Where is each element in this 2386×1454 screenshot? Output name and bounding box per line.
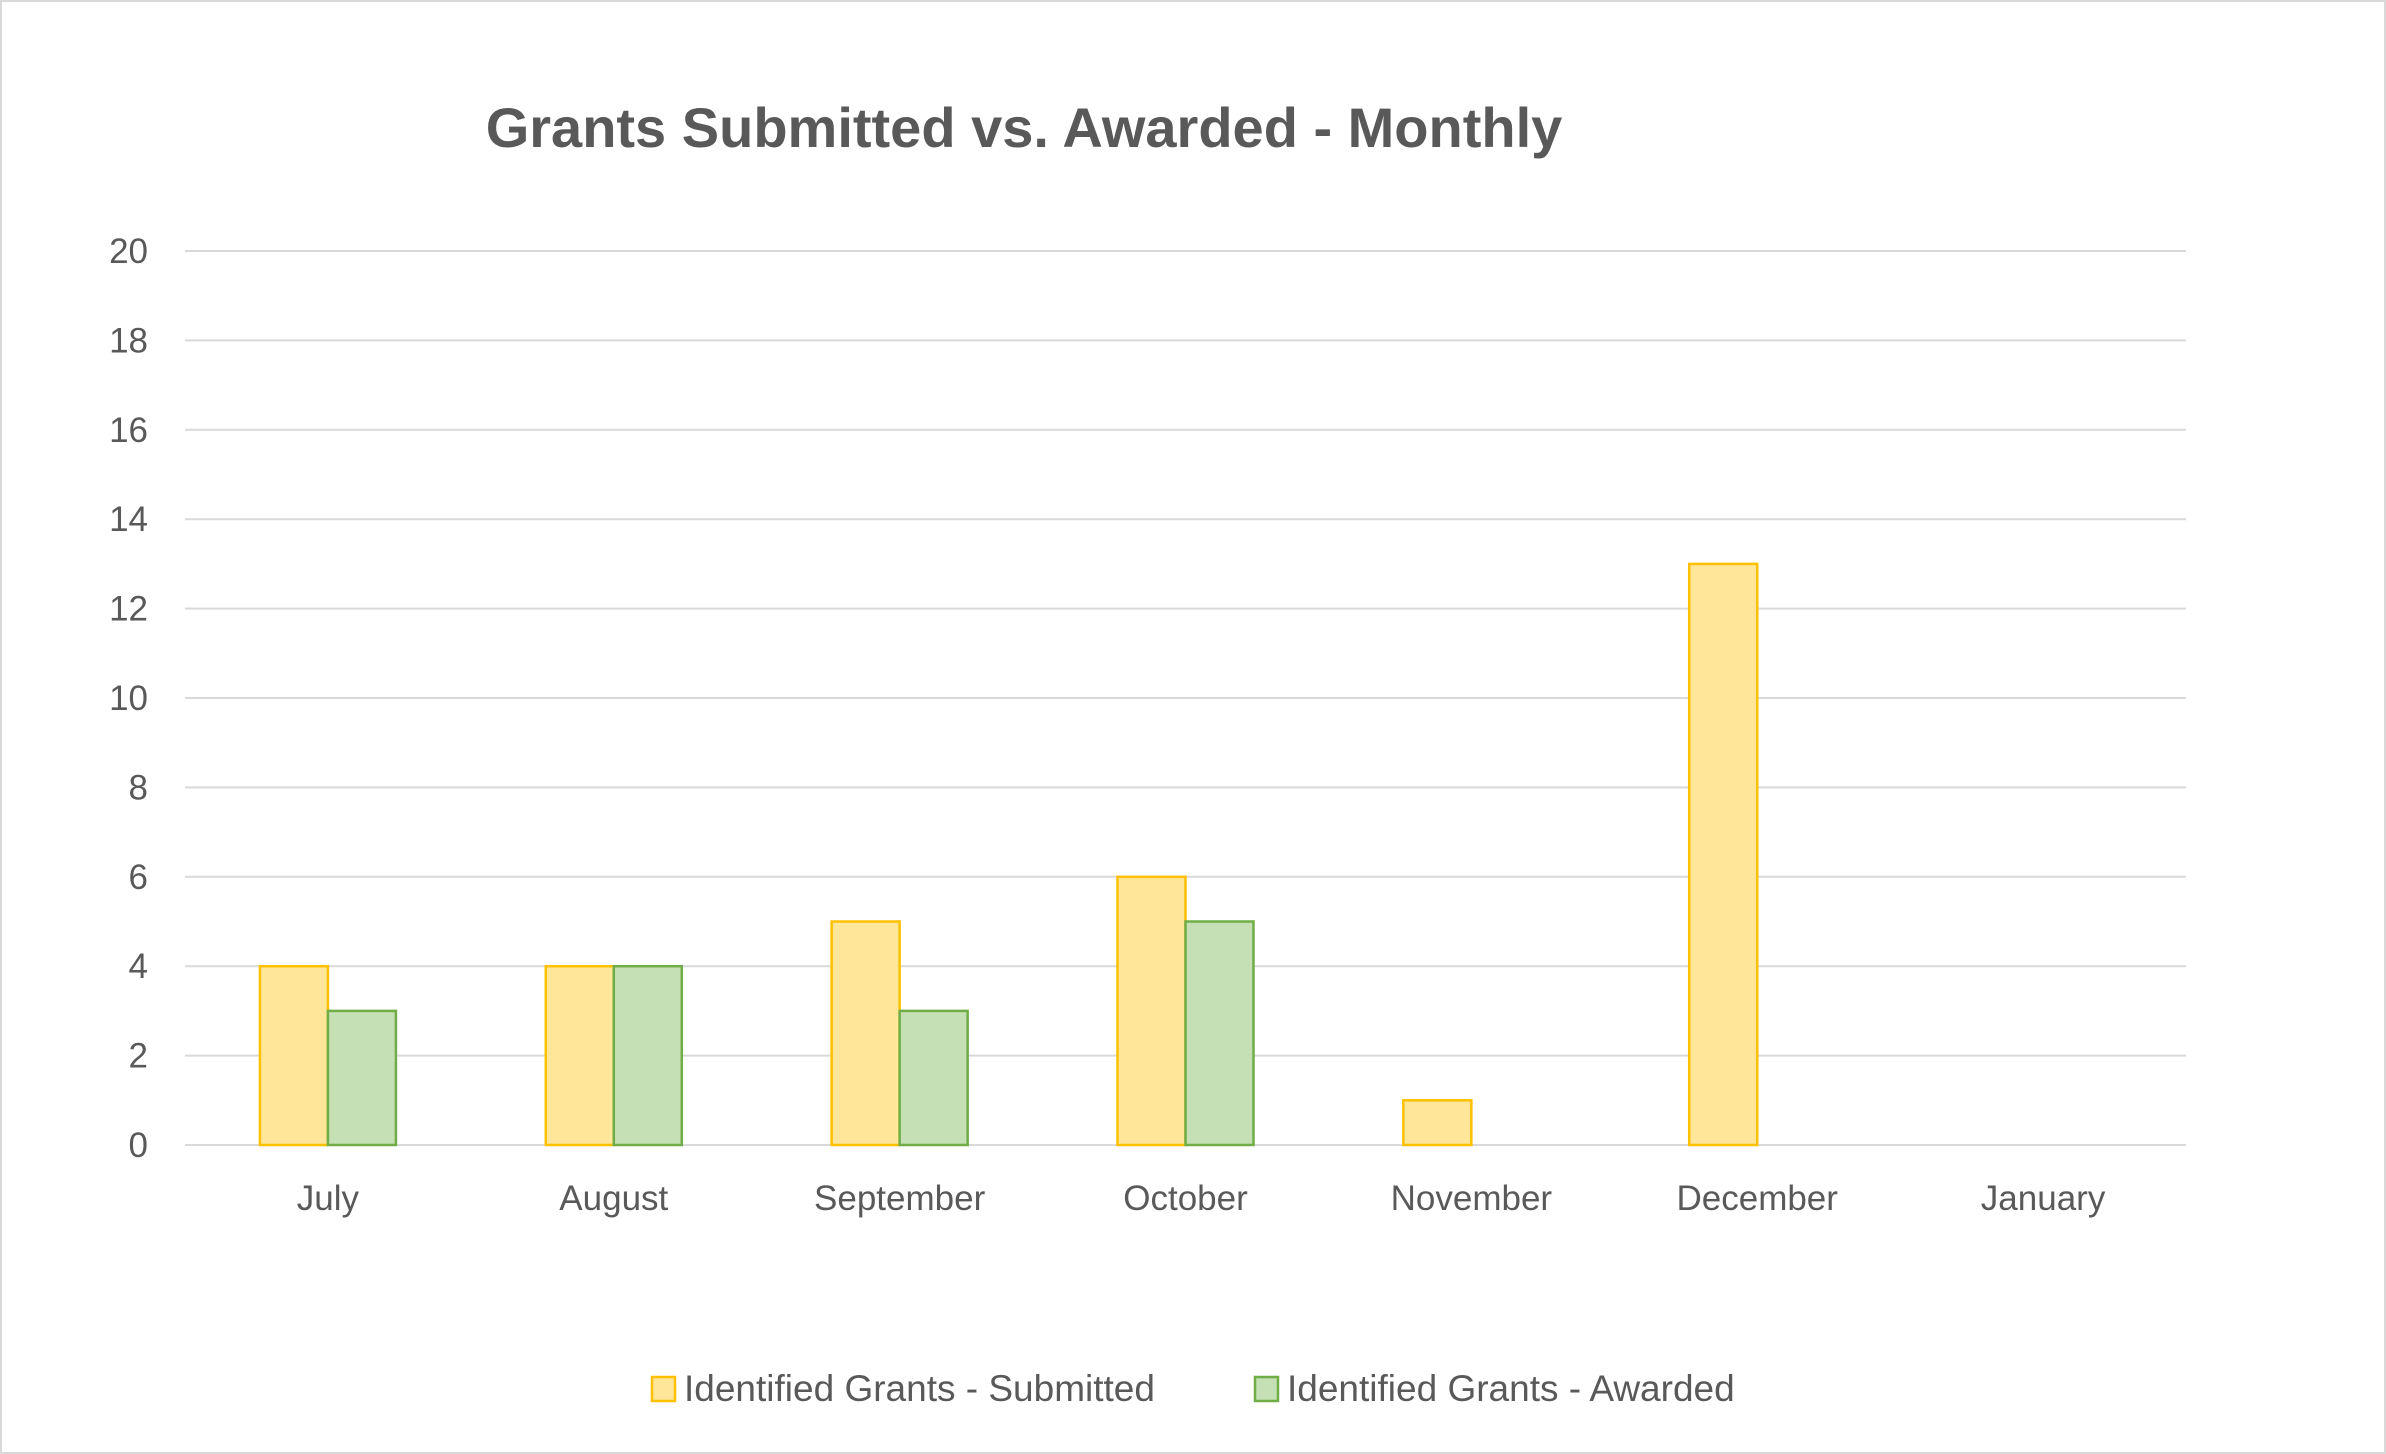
gridlines [185,250,2186,1146]
x-tick-label: July [297,1179,360,1218]
y-tick-label: 0 [129,1126,148,1165]
y-tick-label: 20 [109,232,148,271]
y-tick-label: 12 [109,590,148,629]
bar-submitted-july [258,964,330,1147]
bar-awarded-october [1184,920,1255,1147]
x-axis-tick-labels: July August September October November Decemb… [297,1179,2106,1218]
bar-awarded-september [898,1009,969,1147]
y-tick-label: 18 [109,321,148,360]
y-axis-tick-labels: 0 2 4 6 8 10 12 14 16 18 20 [109,232,148,1165]
bars [258,562,1759,1147]
bar-submitted-november [1402,1099,1473,1147]
legend: Identified Grants - Submitted Identified … [650,1368,1735,1409]
legend-item-awarded: Identified Grants - Awarded [1253,1368,1735,1409]
bar-submitted-december [1687,562,1759,1147]
legend-item-submitted: Identified Grants - Submitted [650,1368,1155,1409]
x-tick-label: September [814,1179,986,1218]
y-tick-label: 2 [129,1037,148,1076]
x-tick-label: November [1391,1179,1553,1218]
bar-submitted-september [830,920,901,1147]
y-tick-label: 16 [109,411,148,450]
legend-swatch [650,1375,677,1403]
legend-label: Identified Grants - Awarded [1287,1368,1735,1409]
y-tick-label: 10 [109,679,148,718]
x-tick-label: January [1981,1179,2106,1218]
y-tick-label: 14 [109,500,148,539]
legend-swatch [1253,1375,1280,1403]
bar-awarded-august [612,964,684,1147]
bar-awarded-july [326,1009,398,1147]
x-tick-label: August [559,1179,668,1218]
bar-submitted-august [544,964,616,1147]
legend-label: Identified Grants - Submitted [684,1368,1155,1409]
y-tick-label: 6 [129,858,148,897]
bar-submitted-october [1116,875,1187,1147]
y-tick-label: 4 [129,947,148,986]
chart-title: Grants Submitted vs. Awarded - Monthly [486,96,1563,159]
y-tick-label: 8 [129,768,148,807]
x-tick-label: December [1676,1179,1838,1218]
x-tick-label: October [1123,1179,1248,1218]
